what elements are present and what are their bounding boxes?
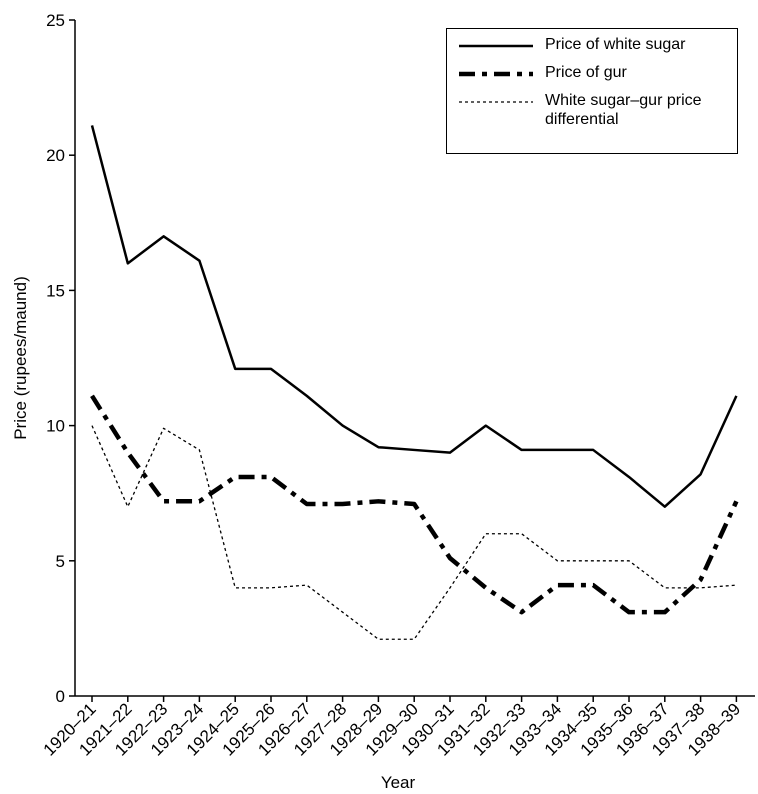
y-tick-label: 25: [46, 11, 65, 30]
series-line: [90, 394, 739, 615]
y-tick-label: 0: [56, 687, 65, 706]
legend: Price of white sugar Price of gur White su…: [446, 28, 738, 154]
y-tick-label: 10: [46, 417, 65, 436]
legend-label: Price of white sugar: [545, 36, 686, 53]
legend-label: White sugar–gur price differential: [545, 92, 702, 128]
y-tick-label: 5: [56, 552, 65, 571]
y-tick-label: 20: [46, 146, 65, 165]
y-axis-label: Price (rupees/maund): [11, 276, 30, 439]
y-tick-label: 15: [46, 281, 65, 300]
legend-swatch: [459, 71, 533, 77]
series-line: [90, 125, 738, 508]
series-line: [91, 425, 737, 640]
legend-label: Price of gur: [545, 64, 627, 81]
legend-swatch: [459, 44, 533, 48]
x-axis-label: Year: [381, 773, 416, 792]
legend-swatch: [459, 101, 533, 103]
